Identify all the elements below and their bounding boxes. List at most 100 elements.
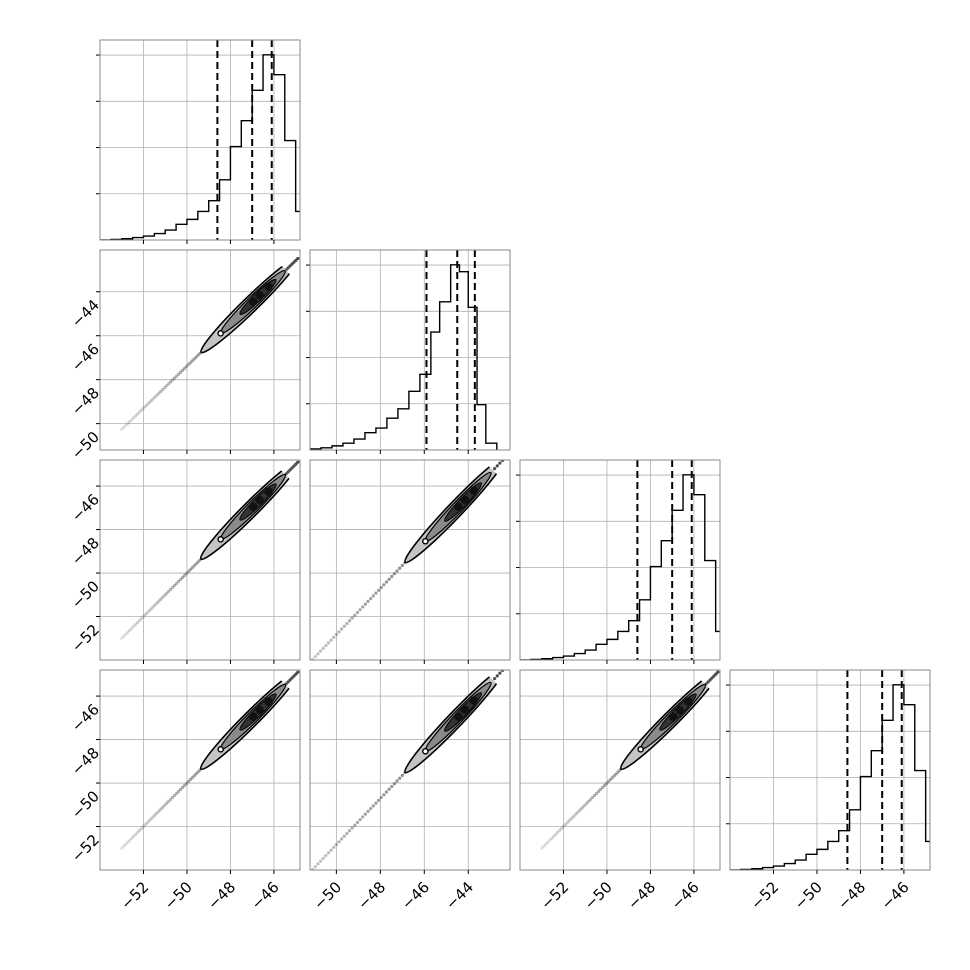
scatter-point [178, 370, 183, 374]
scatter-point [549, 836, 554, 841]
scatter-point [159, 597, 163, 601]
scatter-point [334, 632, 338, 637]
scatter-point [387, 787, 391, 791]
histogram-step-0 [100, 54, 300, 240]
scatter-point [345, 621, 349, 626]
y-tick-label: −48 [68, 534, 103, 569]
scatter-point [287, 893, 290, 896]
scatter-point [345, 831, 349, 836]
panel-2-2 [516, 459, 721, 664]
scatter-point [190, 776, 194, 780]
scatter-point [157, 599, 161, 603]
scatter-point [194, 562, 198, 566]
scatter-point [400, 563, 404, 568]
y-tick-label: −50 [68, 428, 103, 463]
scatter-point [382, 583, 386, 587]
scatter-point [169, 797, 173, 801]
contour-peak-2 [469, 486, 478, 495]
scatter-point [169, 587, 173, 591]
contour-peak-1 [255, 496, 264, 505]
x-tick-label: −48 [354, 878, 389, 913]
contour-peak-0 [454, 712, 463, 721]
scatter-point [610, 776, 614, 780]
y-tick-label: −50 [68, 577, 103, 612]
scatter-point [288, 468, 292, 472]
scatter-point [324, 854, 328, 858]
scatter-point [292, 674, 296, 678]
scatter-point [155, 601, 159, 605]
contour-peak-0 [249, 502, 258, 511]
scatter-point [131, 624, 136, 629]
scatter-point [174, 791, 179, 796]
scatter-point [353, 613, 357, 617]
contour-peak-1 [675, 706, 684, 715]
scatter-point [145, 821, 149, 825]
scatter-point [163, 593, 167, 597]
panel-3-3: −52 −50 −48 −46 [726, 669, 931, 913]
contour-peak-1 [255, 706, 264, 715]
scatter-point [540, 846, 544, 850]
scatter-point [290, 466, 294, 470]
scatter-point [157, 809, 161, 813]
contour-peak-2 [469, 696, 478, 705]
scatter-point [120, 427, 124, 431]
scatter-point [139, 408, 143, 412]
scatter-point [321, 856, 325, 860]
contour-peak-2 [264, 282, 273, 292]
x-tick-label: −46 [248, 878, 283, 913]
scatter-point [557, 829, 561, 833]
scatter-point [124, 632, 128, 636]
scatter-point [180, 786, 184, 790]
scatter-point [350, 826, 354, 830]
scatter-point [714, 672, 718, 676]
scatter-point [710, 676, 714, 680]
scatter-point [329, 638, 333, 642]
panel-frame [309, 249, 511, 451]
scatter-point [398, 776, 402, 780]
scatter-point [379, 795, 383, 800]
scatter-point [716, 670, 720, 674]
scatter-point [504, 456, 507, 459]
scatter-point [271, 909, 274, 912]
scatter-point [504, 666, 507, 669]
scatter-point [143, 613, 147, 617]
scatter-point [392, 572, 396, 576]
scatter-point [196, 560, 200, 564]
panel-frame [309, 459, 511, 661]
scatter-point [192, 774, 196, 778]
panel-1-0: −50 −48 −46 −44 [68, 249, 301, 463]
scatter-point [342, 834, 346, 838]
scatter-point [147, 609, 151, 613]
scatter-point [290, 890, 293, 893]
x-tick-label: −46 [398, 878, 433, 913]
scatter-point [355, 820, 360, 825]
scatter-point [313, 865, 317, 869]
scatter-point [171, 378, 175, 382]
panel-2-1 [309, 456, 511, 664]
scatter-point [172, 583, 177, 588]
scatter-point [194, 355, 198, 359]
scatter-point [159, 389, 163, 393]
scatter-point [495, 674, 499, 678]
scatter-point [293, 887, 296, 890]
scatter-point [188, 361, 192, 365]
contour-tail-marker [217, 746, 224, 753]
scatter-point [296, 256, 300, 261]
y-tick-label: −48 [68, 384, 103, 419]
y-tick-label: −52 [68, 621, 103, 656]
scatter-point [137, 829, 141, 833]
x-tick-label: −44 [442, 878, 477, 913]
x-tick-label: −52 [747, 878, 782, 913]
contour-peak-0 [454, 502, 463, 511]
contour-peak-1 [460, 705, 470, 714]
histogram-step-2 [520, 474, 720, 660]
y-tick-label: −46 [68, 340, 103, 375]
scatter-point [182, 366, 186, 371]
contour-tail-marker [637, 746, 644, 753]
x-tick-label: −48 [624, 878, 659, 913]
scatter-point [269, 912, 272, 915]
scatter-point [151, 397, 155, 401]
scatter-point [384, 790, 389, 794]
scatter-point [137, 410, 141, 414]
